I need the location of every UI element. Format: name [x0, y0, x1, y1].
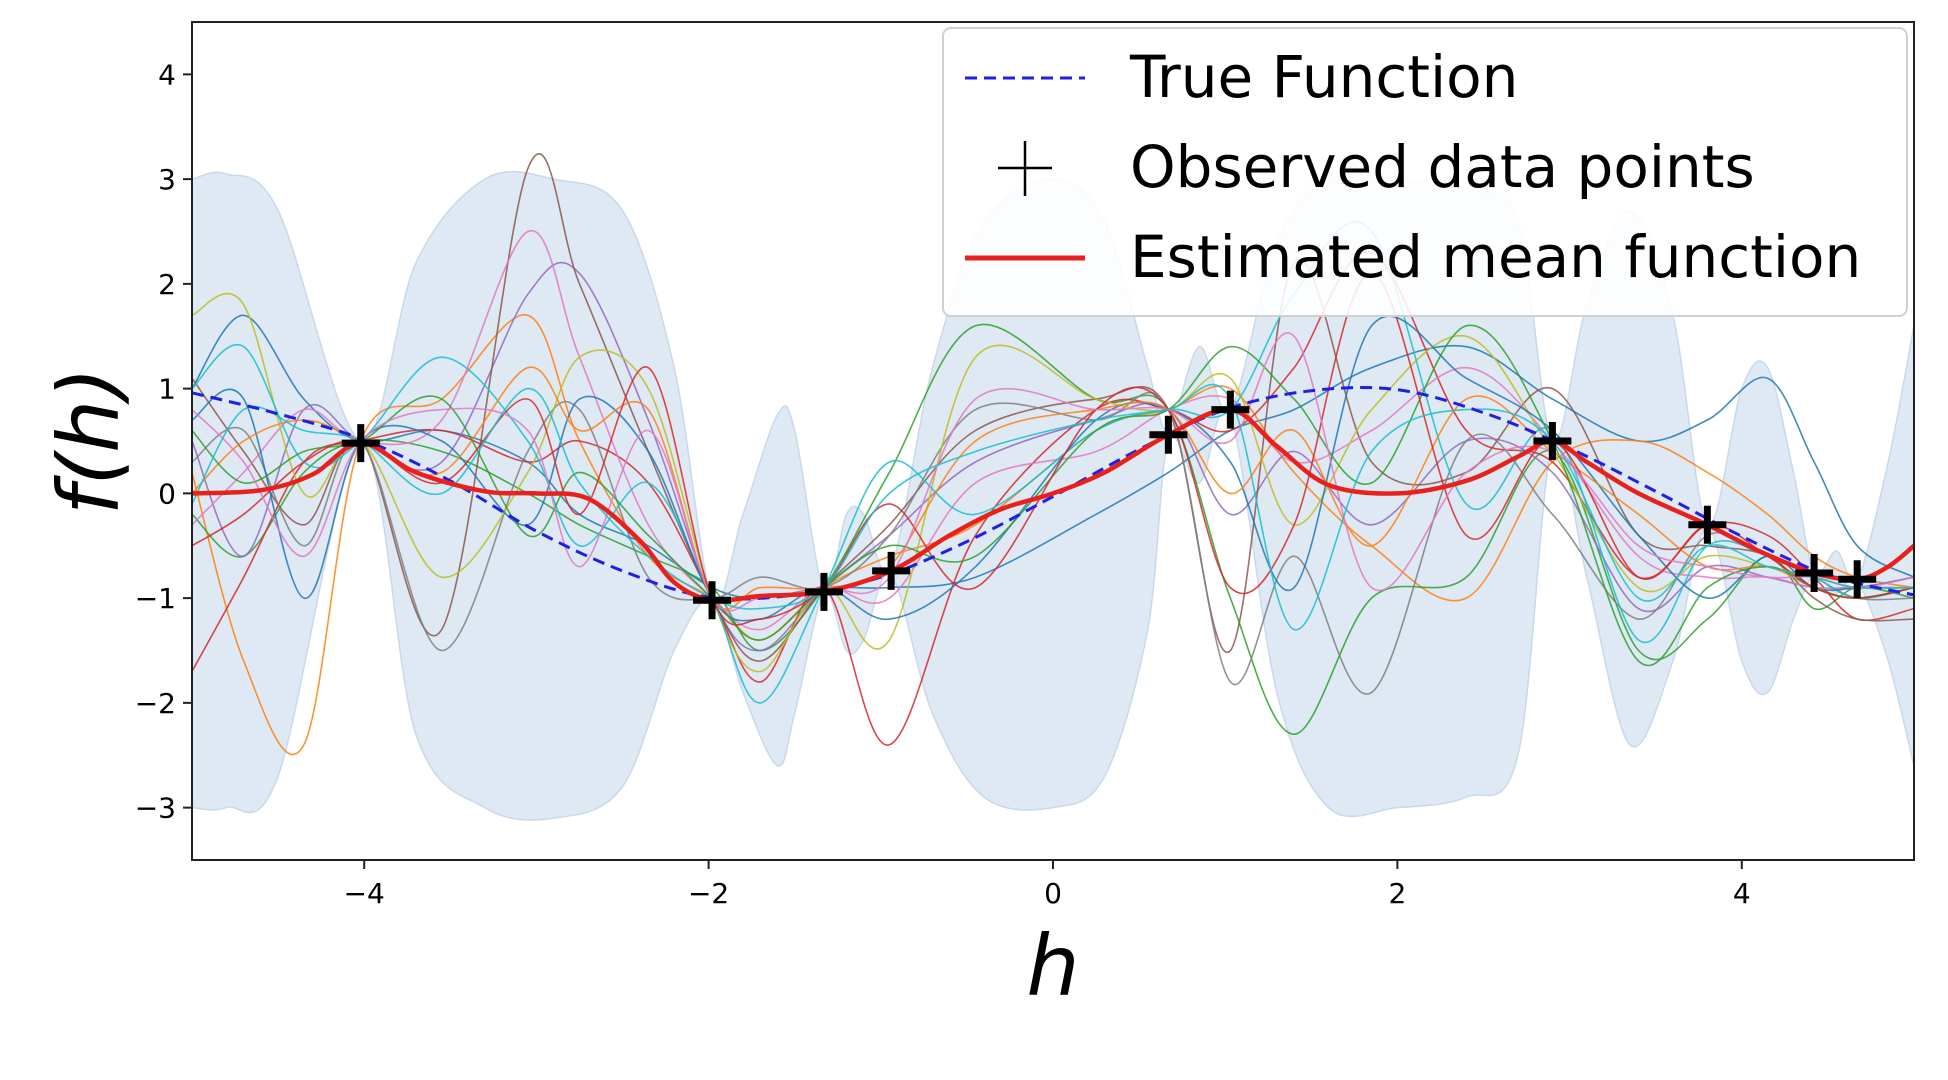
- observed-point-3: [804, 572, 843, 611]
- observed-point-2: [693, 581, 732, 620]
- y-tick-label: −2: [135, 687, 176, 720]
- y-axis-label: f(h): [40, 367, 138, 515]
- y-tick-label: 3: [158, 163, 176, 196]
- y-axis: −3 −2 −1 0 1 2 3 4: [135, 58, 192, 825]
- true-function-line: [191, 386, 1915, 601]
- y-tick-label: −1: [135, 582, 176, 615]
- y-tick-label: −3: [135, 792, 176, 825]
- sample-path-12: [192, 366, 1914, 611]
- observed-point-10: [1838, 560, 1877, 599]
- x-axis-label: h: [1026, 917, 1079, 1015]
- sample-path-5: [192, 261, 1914, 652]
- legend-box: [942, 27, 1908, 317]
- observed-point-4: [872, 551, 911, 590]
- x-tick-label: −2: [688, 877, 729, 910]
- legend-true-function-label: True Function: [1129, 43, 1518, 111]
- sample-path-9: [192, 292, 1914, 673]
- x-tick-label: 2: [1388, 877, 1406, 910]
- legend-mean-function-label: Estimated mean function: [1130, 223, 1861, 291]
- observed-point-9: [1795, 553, 1834, 592]
- x-tick-label: −4: [344, 877, 385, 910]
- true-function-series: [191, 386, 1915, 601]
- sample-path-10: [192, 221, 1914, 704]
- y-tick-label: 2: [158, 268, 176, 301]
- observed-point-1: [341, 424, 380, 463]
- x-axis: −4 −2 0 2 4: [344, 860, 1751, 910]
- sample-path-15: [192, 332, 1914, 612]
- observed-point-8: [1688, 505, 1727, 544]
- mean-function-line: [192, 407, 1914, 603]
- y-tick-label: 0: [158, 477, 176, 510]
- observed-point-7: [1533, 422, 1572, 460]
- observed-point-6: [1211, 390, 1250, 429]
- y-tick-label: 4: [158, 58, 176, 91]
- sample-path-13: [192, 324, 1914, 667]
- sample-path-6: [192, 153, 1914, 662]
- observed-points: [341, 390, 1877, 620]
- sample-path-14: [192, 272, 1914, 626]
- sample-path-16: [192, 383, 1914, 631]
- y-tick-label: 1: [158, 373, 176, 406]
- legend-observed-label: Observed data points: [1130, 133, 1755, 201]
- mean-function-series: [192, 407, 1914, 603]
- posterior-samples: [192, 153, 1914, 756]
- x-tick-label: 0: [1044, 877, 1062, 910]
- legend: True Function Observed data points Estim…: [942, 27, 1908, 317]
- legend-observed-marker: [998, 141, 1052, 196]
- sample-path-7: [192, 229, 1914, 631]
- observed-point-5: [1149, 415, 1188, 454]
- x-tick-label: 4: [1733, 877, 1751, 910]
